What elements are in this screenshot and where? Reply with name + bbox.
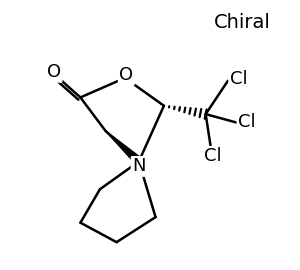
Text: O: O [47, 63, 61, 81]
Text: N: N [132, 157, 146, 176]
Text: Cl: Cl [204, 147, 221, 166]
Text: Cl: Cl [230, 70, 247, 88]
Polygon shape [106, 131, 142, 164]
Text: Cl: Cl [238, 113, 256, 131]
Text: O: O [119, 66, 134, 84]
Text: Chiral: Chiral [213, 13, 270, 32]
